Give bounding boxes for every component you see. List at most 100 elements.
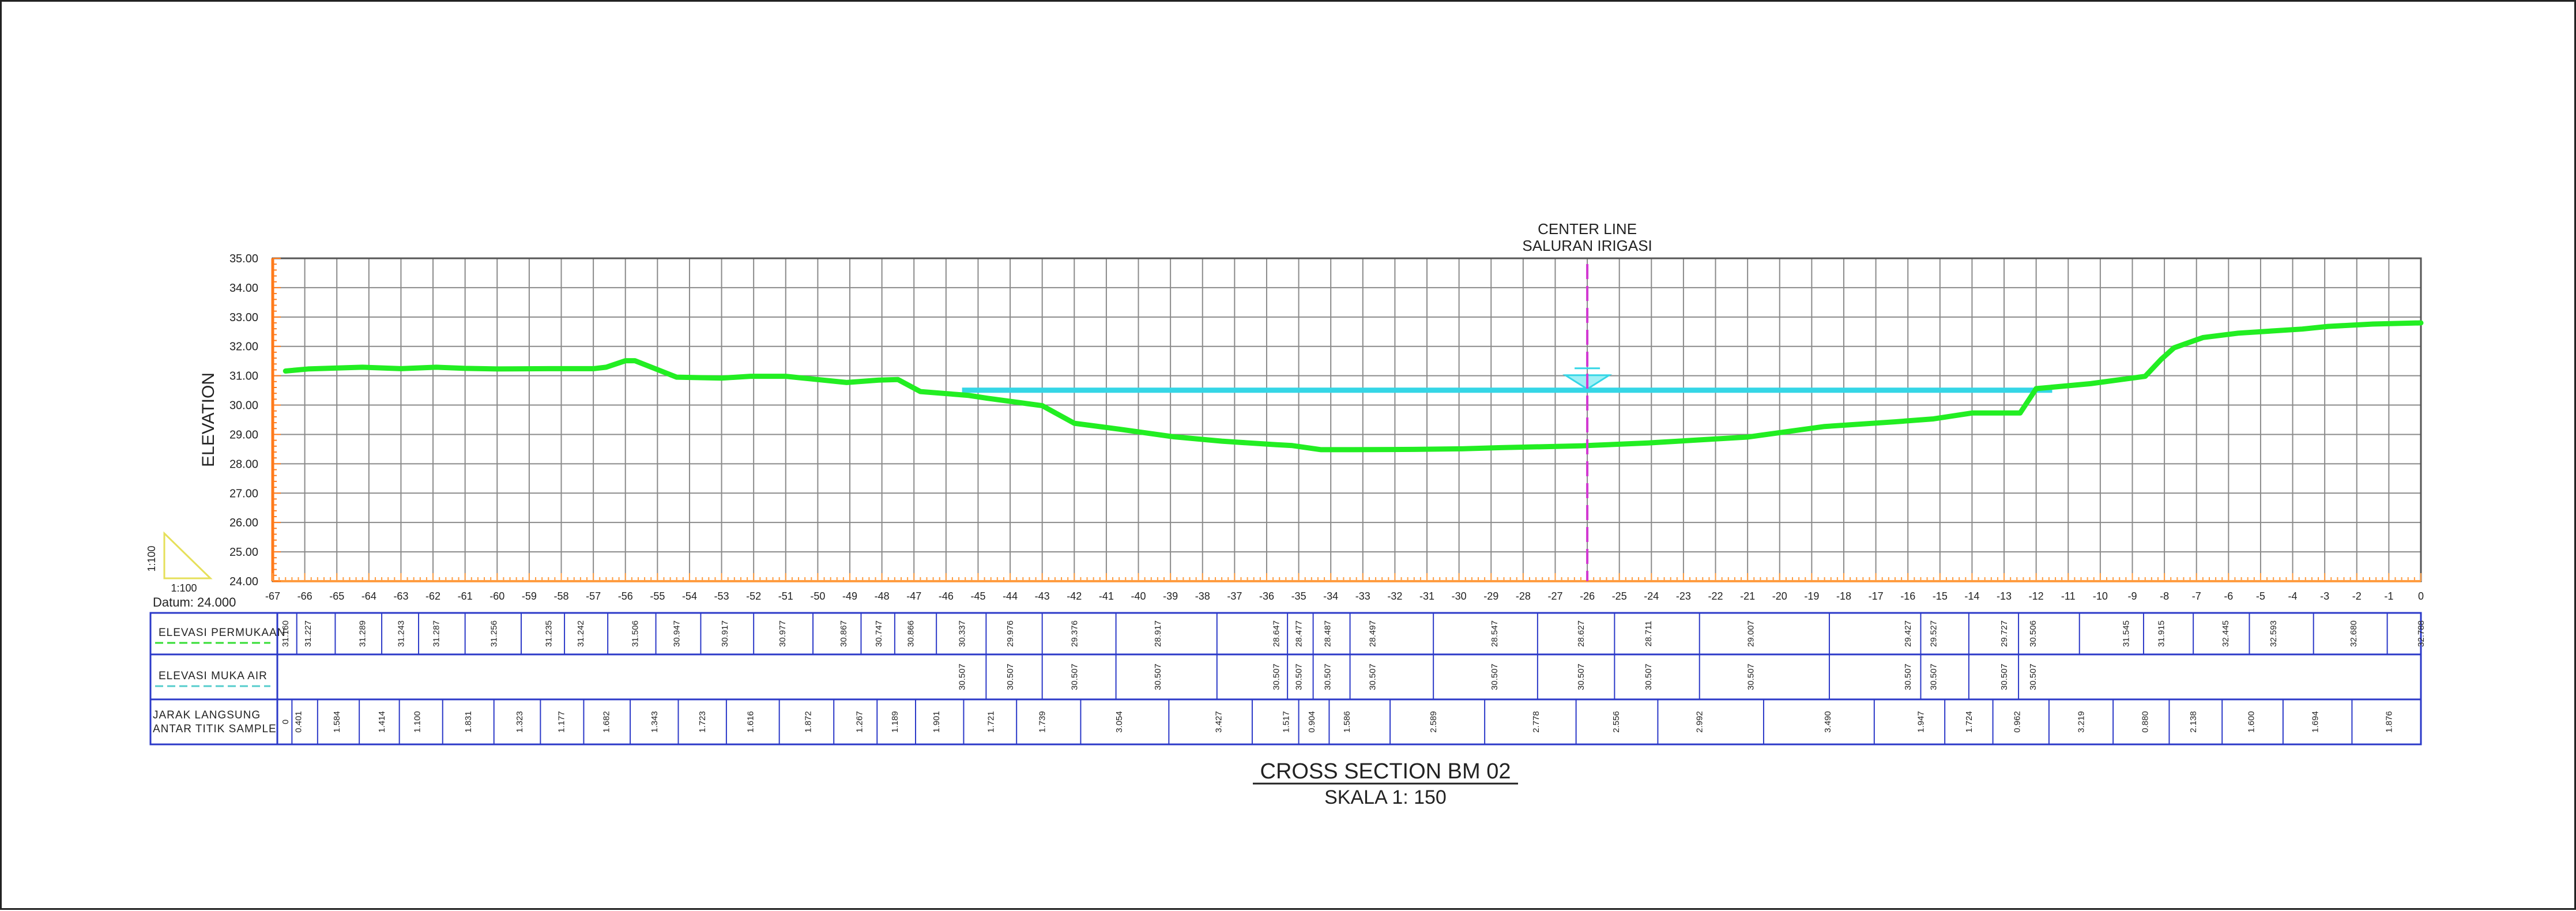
center-line-label: CENTER LINE — [1538, 220, 1637, 238]
x-tick-label: -67 — [265, 590, 280, 602]
x-tick-label: -15 — [1933, 590, 1948, 602]
ground-surface-line — [283, 320, 2424, 453]
water-elevation-value: 30.507 — [1903, 664, 1913, 690]
surface-elevation-value: 32.445 — [2221, 620, 2231, 647]
surface-elevation-value: 31.256 — [489, 620, 499, 647]
x-tick-label: -52 — [746, 590, 761, 602]
table-frame — [149, 612, 2422, 746]
y-tick-label: 33.00 — [229, 311, 258, 324]
surface-elevation-value: 30.866 — [906, 620, 916, 647]
x-tick-label: -16 — [1900, 590, 1915, 602]
sample-distance-value: 1.872 — [804, 711, 814, 733]
x-tick-label: -33 — [1355, 590, 1370, 602]
surface-elevation-value: 30.506 — [2028, 620, 2038, 647]
sample-distance-value: 0 — [281, 720, 291, 724]
surface-elevation-value: 30.977 — [778, 620, 788, 647]
x-tick-label: -62 — [425, 590, 440, 602]
x-tick-label: -12 — [2029, 590, 2044, 602]
x-tick-label: -7 — [2192, 590, 2201, 602]
surface-elevation-value: 30.947 — [672, 620, 682, 647]
x-tick-label: -57 — [586, 590, 601, 602]
x-tick-label: -24 — [1644, 590, 1659, 602]
x-tick-label: -65 — [329, 590, 344, 602]
x-tick-label: -29 — [1483, 590, 1498, 602]
surface-elevation-value: 28.477 — [1294, 620, 1304, 647]
x-tick-label: -43 — [1035, 590, 1050, 602]
x-tick-label: -17 — [1869, 590, 1884, 602]
y-tick-label: 30.00 — [229, 400, 258, 412]
series — [283, 264, 2424, 581]
surface-elevation-value: 29.727 — [1999, 620, 2009, 647]
x-tick-label: -41 — [1099, 590, 1114, 602]
y-tick-label: 27.00 — [229, 487, 258, 500]
x-tick-label: -47 — [906, 590, 921, 602]
y-axis-label: ELEVATION — [199, 372, 218, 467]
axes: 35.00 34.00 33.00 32.00 31.00 30.00 29.00 28.00… — [146, 253, 2424, 609]
sample-distance-value: 1.414 — [377, 711, 387, 733]
x-tick-label: -13 — [1997, 590, 2012, 602]
x-tick-label: -32 — [1387, 590, 1402, 602]
surface-elevation-value: 28.711 — [1644, 621, 1654, 647]
x-tick-label: -53 — [714, 590, 729, 602]
datum-label: Datum: 24.000 — [153, 595, 236, 609]
surface-elevation-value: 30.867 — [839, 620, 849, 647]
scale-triangle — [163, 531, 213, 579]
section-scale: SKALA 1: 150 — [1324, 786, 1447, 808]
table-row-label: ANTAR TITIK SAMPLE — [153, 723, 277, 735]
water-elevation-value: 30.507 — [2028, 664, 2038, 690]
x-tick-label: -66 — [297, 590, 312, 602]
x-tick-label: -26 — [1580, 590, 1595, 602]
x-tick-label: -2 — [2352, 590, 2362, 602]
y-tick-label: 24.00 — [229, 575, 258, 588]
x-tick-label: -4 — [2288, 590, 2298, 602]
y-tick-label: 35.00 — [229, 253, 258, 265]
x-tick-label: -30 — [1452, 590, 1467, 602]
water-elevation-value: 30.507 — [1294, 664, 1304, 690]
x-tick-label: -9 — [2127, 590, 2137, 602]
surface-elevation-value: 28.497 — [1368, 620, 1377, 647]
x-tick-label: -59 — [522, 590, 537, 602]
surface-elevation-value: 32.788 — [2416, 620, 2426, 647]
water-elevation-value: 30.507 — [1005, 664, 1015, 690]
x-tick-label: -21 — [1740, 590, 1755, 602]
x-tick-label: -3 — [2320, 590, 2329, 602]
x-tick-label: -18 — [1836, 590, 1851, 602]
water-elevation-value: 30.507 — [1323, 664, 1333, 690]
sample-distance-value: 1.267 — [855, 711, 865, 733]
y-tick-label: 25.00 — [229, 546, 258, 559]
surface-elevation-value: 32.593 — [2269, 620, 2279, 647]
water-elevation-value: 30.507 — [1069, 664, 1079, 690]
table-row-label: ELEVASI PERMUKAAN — [159, 627, 285, 639]
x-tick-label: -58 — [553, 590, 568, 602]
surface-elevation-value: 29.376 — [1069, 620, 1079, 647]
water-elevation-value: 30.507 — [1999, 664, 2009, 690]
sample-distance-value: 1.616 — [746, 711, 756, 733]
sample-distance-value: 3.427 — [1214, 711, 1224, 733]
sample-distance-value: 1.947 — [1916, 711, 1926, 733]
y-tick-label: 29.00 — [229, 428, 258, 441]
sample-distance-value: 1.739 — [1038, 711, 1048, 733]
x-tick-label: 0 — [2418, 590, 2424, 602]
sample-distance-value: 1.177 — [557, 711, 567, 733]
x-tick-label: -37 — [1227, 590, 1242, 602]
sample-distance-value: 2.589 — [1429, 711, 1438, 733]
sample-distance-value: 0.880 — [2141, 711, 2151, 733]
x-tick-label: -19 — [1804, 590, 1819, 602]
surface-elevation-value: 30.747 — [874, 620, 884, 647]
sample-distance-value: 2.992 — [1695, 711, 1705, 733]
water-elevation-value: 30.507 — [1746, 664, 1756, 690]
x-tick-label: -46 — [939, 590, 954, 602]
surface-elevation-value: 31.506 — [630, 620, 640, 647]
x-tick-label: -44 — [1003, 590, 1018, 602]
sample-distance-value: 1.901 — [932, 711, 941, 733]
data-table: ELEVASI PERMUKAAN ELEVASI MUKA AIR JARAK L… — [149, 612, 2426, 746]
x-tick-label: -25 — [1612, 590, 1627, 602]
surface-elevation-value: 28.487 — [1323, 620, 1333, 647]
sample-distance-value: 2.556 — [1611, 711, 1621, 733]
x-tick-label: -54 — [682, 590, 697, 602]
scale-label-vertical: 1:100 — [146, 545, 157, 571]
x-tick-label: -22 — [1708, 590, 1723, 602]
grid — [272, 257, 2422, 582]
